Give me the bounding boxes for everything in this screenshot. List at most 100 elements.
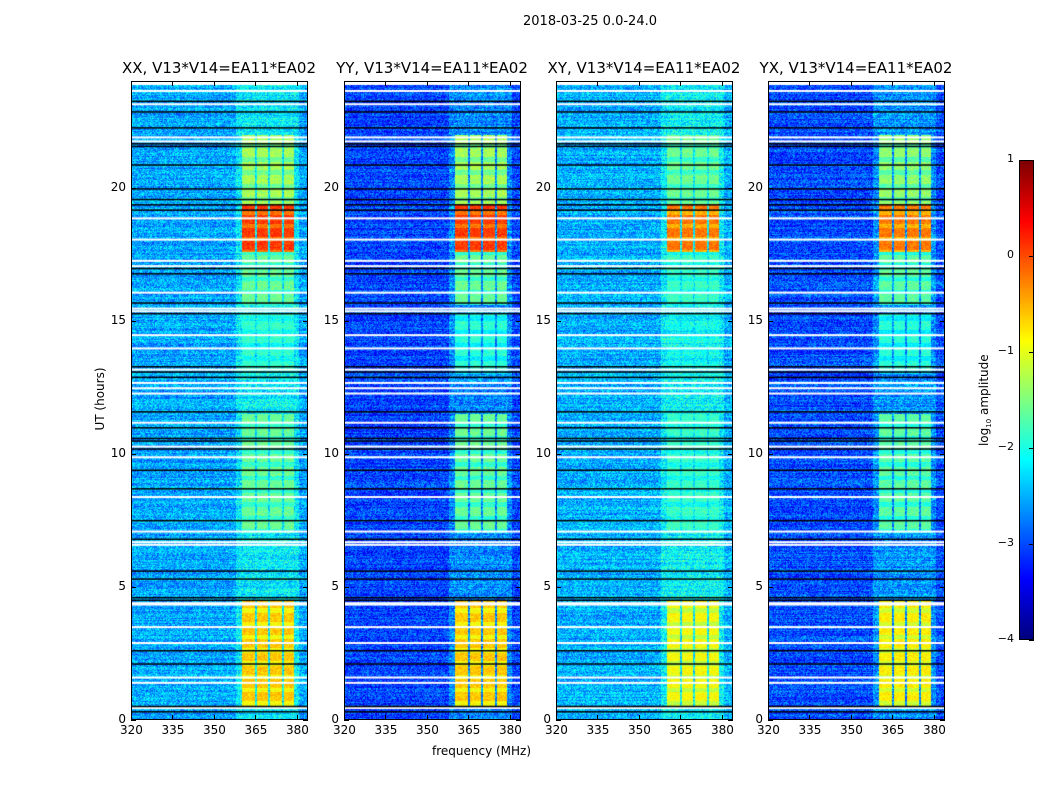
x-tick	[213, 81, 215, 86]
y-tick-label: 0	[755, 712, 763, 726]
x-tick	[597, 81, 599, 86]
x-tick-label: 350	[627, 723, 651, 737]
y-tick-label: 0	[331, 712, 339, 726]
x-tick	[172, 715, 174, 720]
colorbar-tick	[1029, 544, 1034, 545]
panel-title: XY, V13*V14=EA11*EA02	[547, 59, 741, 77]
y-tick	[768, 720, 773, 721]
y-tick-label: 10	[323, 445, 339, 460]
y-tick	[131, 320, 136, 322]
y-tick	[728, 720, 733, 721]
x-tick	[255, 81, 257, 86]
colorbar-tick-label: −2	[997, 440, 1014, 453]
y-tick-label: 15	[323, 312, 339, 327]
y-tick	[728, 453, 733, 455]
y-tick	[344, 720, 349, 721]
y-tick	[344, 453, 349, 455]
y-tick	[344, 187, 349, 189]
y-tick	[516, 320, 521, 322]
colorbar-tick	[1029, 640, 1034, 641]
x-tick	[638, 81, 640, 86]
y-tick	[728, 320, 733, 322]
colorbar-gradient	[1020, 161, 1033, 639]
figure-title: 2018-03-25 0.0-24.0	[523, 14, 657, 29]
x-tick	[426, 81, 428, 86]
y-tick	[303, 187, 308, 189]
x-tick-label: 335	[798, 723, 822, 737]
y-tick	[303, 453, 308, 455]
x-tick	[721, 715, 723, 720]
y-tick	[768, 586, 773, 588]
x-tick	[296, 81, 298, 86]
x-tick-label: 320	[757, 723, 780, 737]
x-tick	[809, 715, 811, 720]
y-tick	[344, 586, 349, 588]
y-tick	[516, 453, 521, 455]
x-tick	[933, 715, 935, 720]
x-tick	[892, 715, 894, 720]
y-tick	[556, 586, 561, 588]
x-tick	[509, 715, 511, 720]
y-tick	[303, 586, 308, 588]
y-tick-label: 5	[331, 578, 339, 593]
x-tick-label: 320	[333, 723, 356, 737]
x-tick-label: 350	[839, 723, 863, 737]
y-tick	[131, 453, 136, 455]
y-tick	[344, 320, 349, 322]
x-tick	[344, 715, 345, 720]
x-tick-label: 365	[881, 723, 905, 737]
y-tick	[768, 320, 773, 322]
panel-title: YX, V13*V14=EA11*EA02	[759, 59, 953, 77]
y-axis-label: UT (hours)	[93, 367, 107, 431]
y-tick-label: 15	[110, 312, 126, 327]
x-tick	[468, 715, 470, 720]
x-tick	[556, 715, 557, 720]
x-tick	[131, 81, 132, 86]
colorbar-tick	[1029, 160, 1034, 161]
x-tick	[172, 81, 174, 86]
colorbar-tick-label: −4	[997, 632, 1014, 645]
y-tick	[516, 187, 521, 189]
panel-title: XX, V13*V14=EA11*EA02	[121, 59, 316, 77]
heatmap	[132, 82, 307, 719]
x-tick-label: 365	[457, 723, 481, 737]
y-tick-label: 0	[543, 712, 551, 726]
x-tick	[556, 81, 557, 86]
heatmap	[769, 82, 944, 719]
colorbar-tick-label: 1	[1007, 152, 1014, 165]
y-tick	[940, 187, 945, 189]
x-tick	[296, 715, 298, 720]
y-tick	[728, 586, 733, 588]
spectrogram-panel	[768, 81, 945, 720]
x-tick	[933, 81, 935, 86]
y-tick-label: 20	[535, 179, 551, 194]
x-tick	[468, 81, 470, 86]
colorbar	[1019, 160, 1034, 640]
x-tick	[768, 715, 769, 720]
x-tick-label: 335	[586, 723, 610, 737]
x-tick-label: 380	[922, 723, 946, 737]
y-tick	[556, 320, 561, 322]
x-tick-label: 335	[374, 723, 398, 737]
y-tick-label: 5	[118, 578, 126, 593]
x-tick-label: 380	[285, 723, 309, 737]
y-tick	[131, 187, 136, 189]
x-tick-label: 335	[161, 723, 185, 737]
y-tick-label: 20	[747, 179, 763, 194]
x-tick	[721, 81, 723, 86]
y-tick	[940, 320, 945, 322]
y-tick	[556, 453, 561, 455]
x-tick-label: 320	[120, 723, 143, 737]
y-tick-label: 20	[323, 179, 339, 194]
x-tick	[385, 715, 387, 720]
x-tick-label: 380	[710, 723, 734, 737]
panel-title: YY, V13*V14=EA11*EA02	[336, 59, 528, 77]
y-tick-label: 10	[110, 445, 126, 460]
y-tick-label: 0	[118, 712, 126, 726]
x-tick	[213, 715, 215, 720]
colorbar-tick-label: 0	[1007, 248, 1014, 261]
x-tick	[638, 715, 640, 720]
x-tick	[850, 81, 852, 86]
x-tick	[509, 81, 511, 86]
x-tick	[850, 715, 852, 720]
